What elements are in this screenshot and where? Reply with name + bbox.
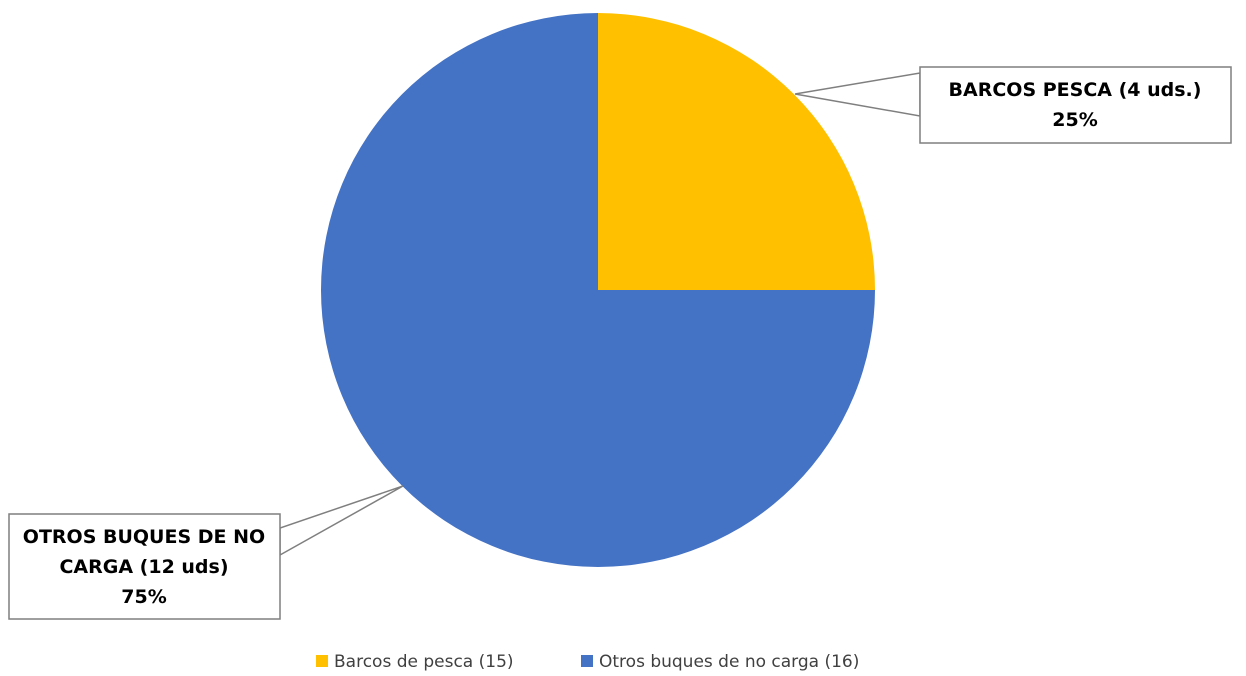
pie-slice-0: [598, 13, 875, 290]
callout-box-otros-buques: [8, 513, 281, 620]
pie-slices: [321, 13, 875, 567]
legend-label-barcos-pesca: Barcos de pesca (15): [334, 652, 514, 672]
callout-label-otros-buques-line2: CARGA (12 uds): [59, 556, 228, 578]
legend-swatch-otros-buques: [581, 655, 593, 667]
callout-label-otros-buques-line1: OTROS BUQUES DE NO: [23, 526, 265, 548]
leader-line-otros-buques: [279, 485, 404, 557]
legend: Barcos de pesca (15) Otros buques de no …: [316, 652, 859, 672]
legend-label-otros-buques: Otros buques de no carga (16): [599, 652, 859, 672]
callout-otros-buques: OTROS BUQUES DE NO CARGA (12 uds) 75%: [8, 485, 404, 620]
leader-line-barcos-pesca: [794, 72, 921, 117]
pie-slice-1: [321, 13, 875, 567]
callout-box-barcos-pesca: [919, 66, 1232, 144]
callout-barcos-pesca: BARCOS PESCA (4 uds.) 25%: [794, 66, 1232, 144]
legend-swatch-barcos-pesca: [316, 655, 328, 667]
callout-percent-barcos-pesca: 25%: [1052, 109, 1097, 131]
callout-percent-otros-buques: 75%: [121, 586, 166, 608]
callout-label-barcos-pesca: BARCOS PESCA (4 uds.): [949, 79, 1202, 101]
